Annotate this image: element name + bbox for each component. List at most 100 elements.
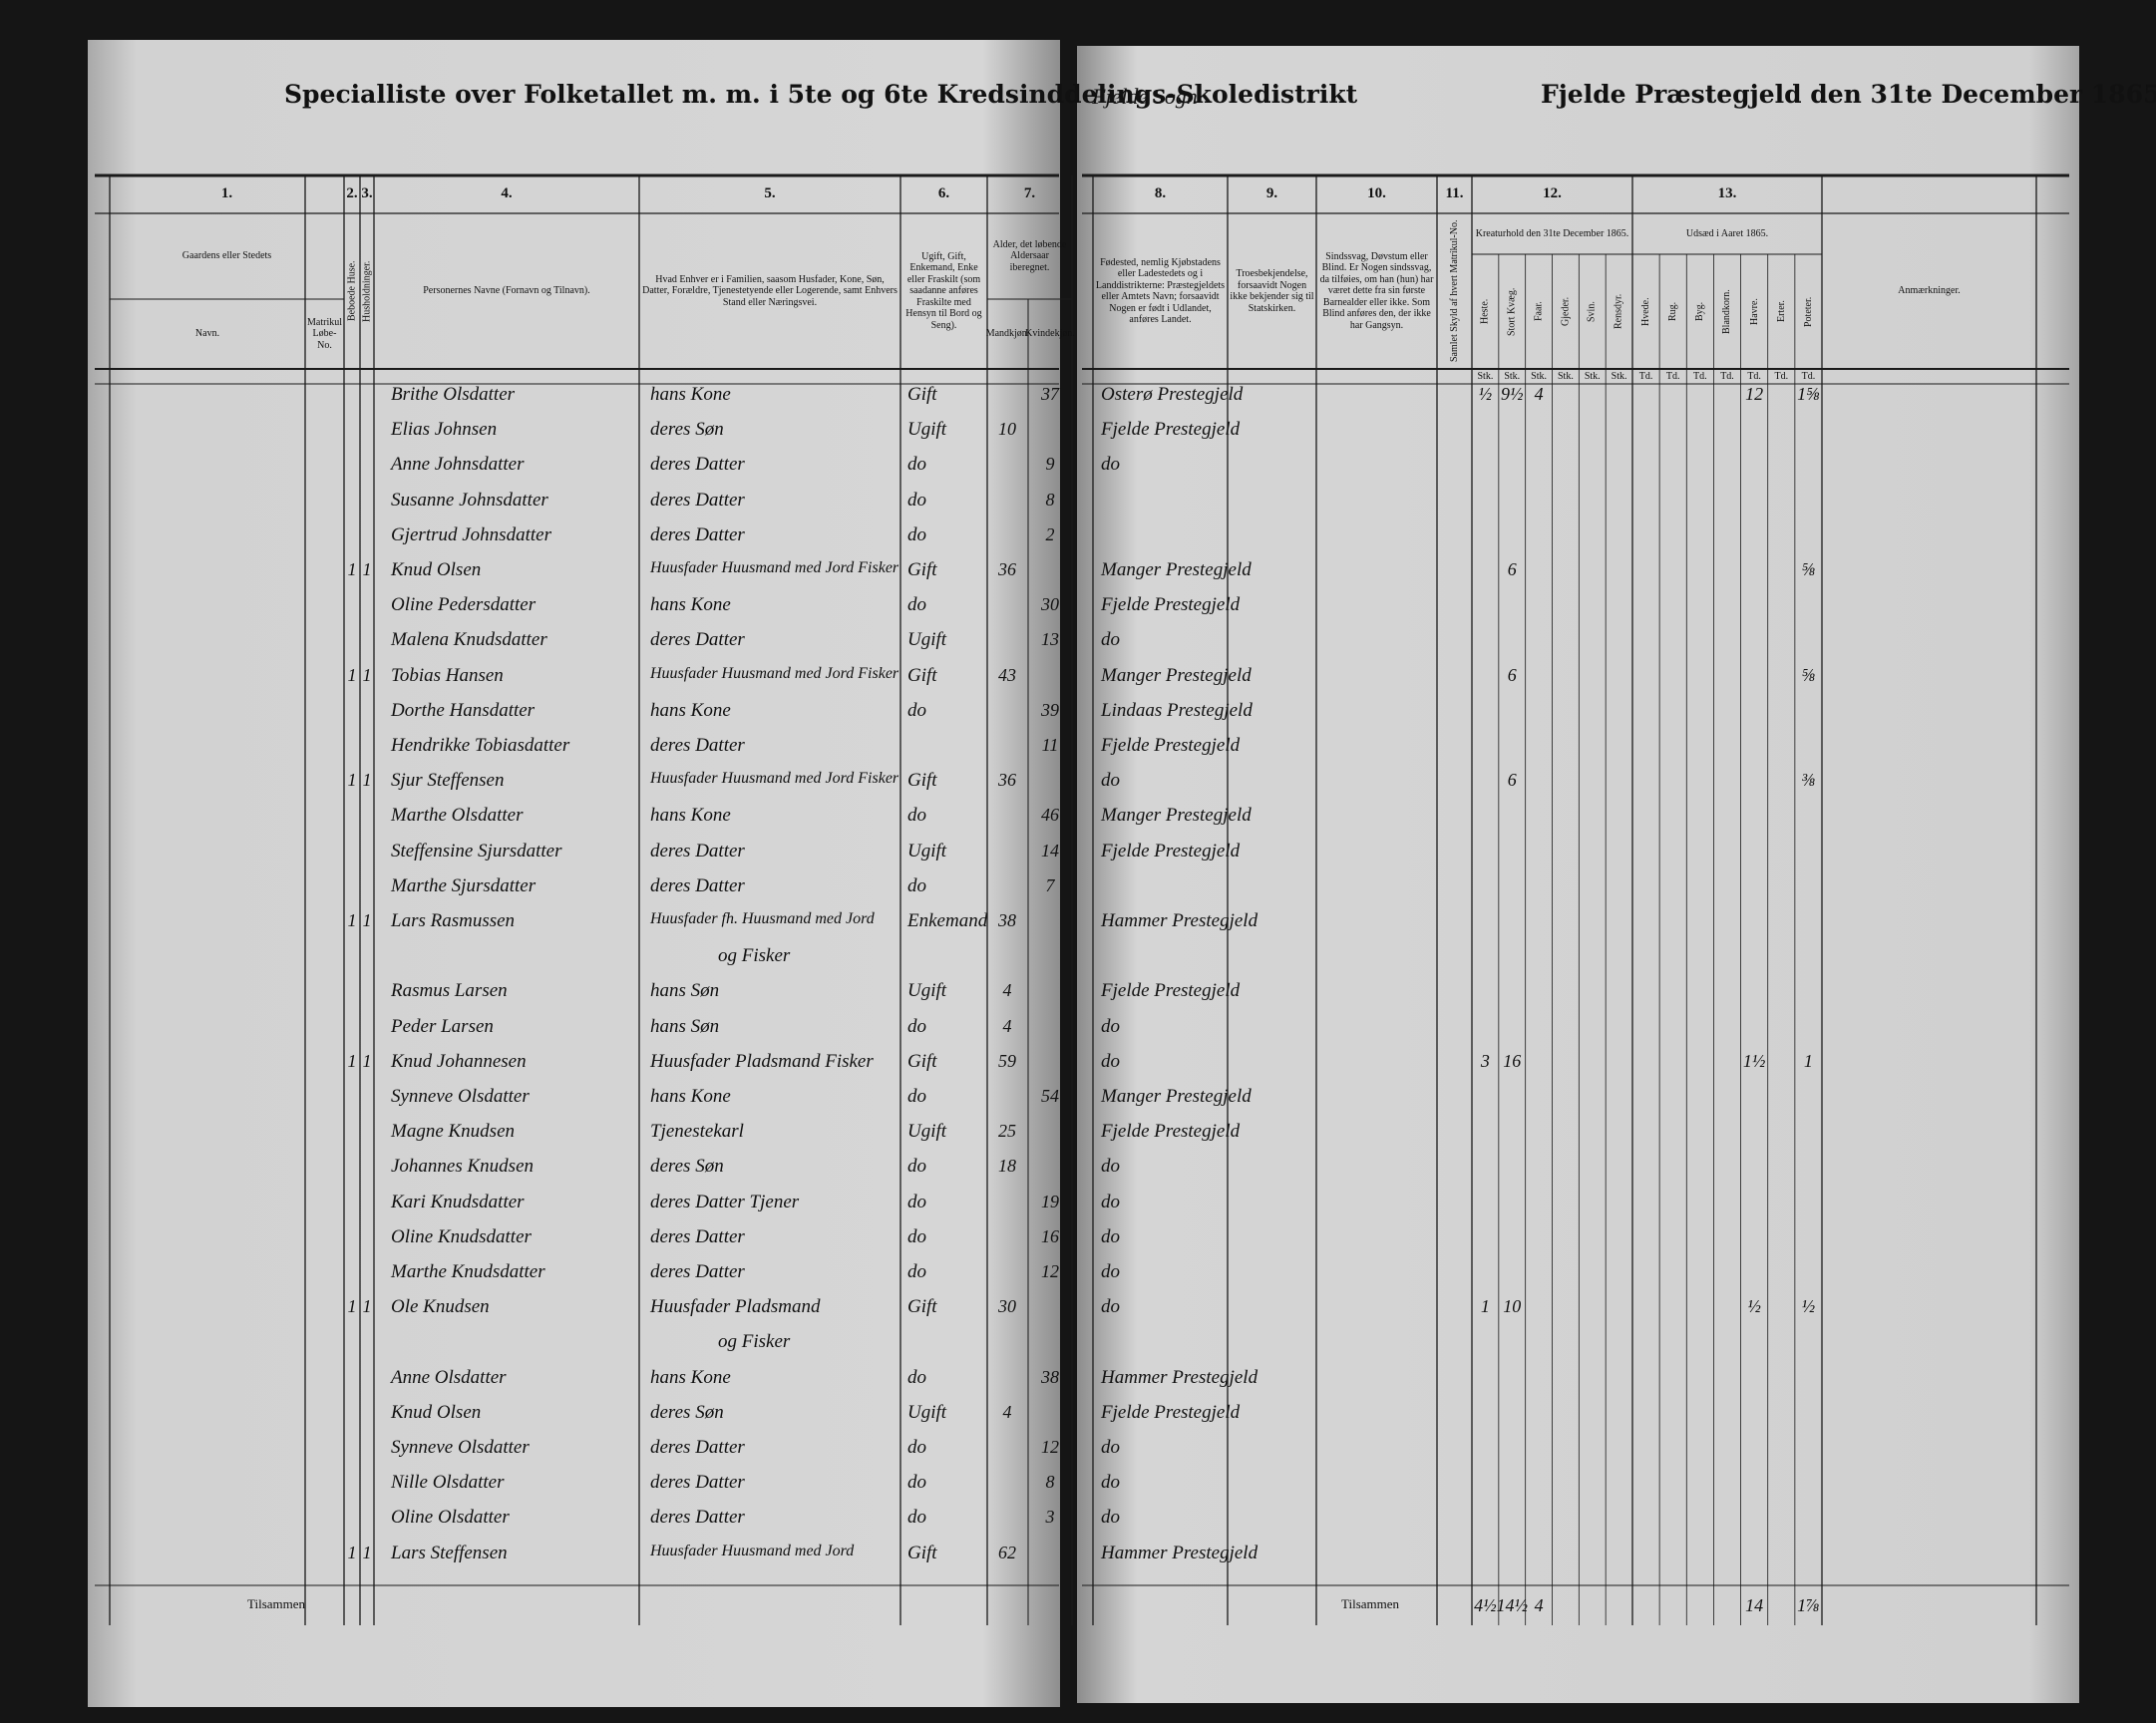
family-position: Huusfader Huusmand med Jord Fisker	[650, 559, 899, 576]
column-header: 5.	[764, 185, 776, 202]
person-name: Marthe Sjursdatter	[391, 874, 537, 896]
column-header: Stk.	[1557, 370, 1574, 382]
right-page	[1077, 46, 2079, 1703]
family-position: hans Kone	[650, 384, 731, 405]
column-header: Anmærkninger.	[1898, 285, 1961, 297]
person-name: Gjertrud Johnsdatter	[391, 523, 551, 545]
marital-status: do	[907, 1015, 926, 1037]
column-header: Kreaturhold den 31te December 1865.	[1475, 227, 1629, 239]
marital-status: do	[907, 1472, 926, 1494]
marital-status: Gift	[907, 1296, 937, 1318]
marital-status: do	[907, 1507, 926, 1529]
column-header: Stk.	[1477, 370, 1494, 382]
household-mark: 1	[362, 1296, 372, 1317]
marital-status: Ugift	[907, 1401, 947, 1423]
oats: 14	[1745, 1595, 1764, 1615]
birthplace: Fjelde Prestegjeld	[1101, 419, 1241, 441]
marital-status: do	[907, 1156, 926, 1178]
column-header: 13.	[1717, 185, 1737, 202]
column-header: Alder, det løbende Aldersaar iberegnet.	[992, 238, 1067, 273]
age-male: 30	[998, 1296, 1016, 1317]
age-female: 3	[1045, 1507, 1055, 1528]
cattle: 6	[1507, 770, 1517, 791]
person-name: Steffensine Sjursdatter	[391, 840, 562, 862]
sheep: 4	[1534, 1595, 1544, 1615]
family-position: deres Søn	[650, 1156, 724, 1178]
horses: ½	[1478, 384, 1493, 404]
family-position: deres Datter	[650, 523, 745, 545]
age-female: 54	[1041, 1086, 1059, 1106]
age-female: 12	[1041, 1261, 1059, 1281]
household-mark: 1	[362, 664, 372, 685]
age-female: 2	[1045, 523, 1055, 544]
cattle: 9½	[1501, 384, 1524, 404]
column-header: Td.	[1665, 370, 1680, 382]
marital-status: do	[907, 594, 926, 616]
oats: ½	[1747, 1296, 1761, 1317]
potatoes: 1⅞	[1797, 1595, 1820, 1615]
column-header: Udsæd i Aaret 1865.	[1685, 227, 1769, 239]
column-header: Rensdyr.	[1613, 293, 1624, 330]
column-header: Poteter.	[1802, 296, 1814, 327]
person-name: Hendrikke Tobiasdatter	[391, 735, 570, 756]
column-header: Hvad Enhver er i Familien, saasom Husfad…	[642, 273, 898, 308]
column-header: Td.	[1720, 370, 1734, 382]
person-name: Nille Olsdatter	[391, 1472, 505, 1494]
family-position: deres Datter Tjener	[650, 1191, 800, 1212]
house-mark: 1	[347, 910, 357, 930]
person-name: Oline Pedersdatter	[391, 594, 537, 616]
age-male: 36	[998, 559, 1016, 579]
column-header: Stk.	[1531, 370, 1547, 382]
house-mark: 1	[347, 770, 357, 791]
age-female: 13	[1041, 629, 1059, 650]
age-female: 11	[1041, 735, 1059, 755]
age-female: 37	[1041, 384, 1059, 404]
family-position-continued: og Fisker	[718, 1331, 791, 1353]
family-position: hans Kone	[650, 805, 731, 827]
column-header: 2.	[346, 185, 358, 202]
column-header: Td.	[1747, 370, 1761, 382]
age-male: 4	[1002, 980, 1012, 1001]
cattle: 16	[1503, 1050, 1522, 1071]
family-position: hans Søn	[650, 980, 720, 1002]
birthplace: Manger Prestegjeld	[1101, 1086, 1252, 1107]
person-name: Oline Olsdatter	[391, 1507, 510, 1529]
birthplace: Hammer Prestegjeld	[1101, 910, 1258, 931]
family-position: hans Søn	[650, 1015, 720, 1037]
marital-status: do	[907, 454, 926, 476]
horses: 1	[1480, 1296, 1490, 1317]
marital-status: do	[907, 1261, 926, 1282]
potatoes: 1	[1803, 1050, 1813, 1071]
household-mark: 1	[362, 1050, 372, 1071]
family-position: deres Datter	[650, 874, 745, 896]
column-header: Ugift, Gift, Enkemand, Enke eller Fraski…	[905, 250, 982, 331]
column-header: Stk.	[1504, 370, 1521, 382]
birthplace: do	[1101, 1296, 1120, 1318]
age-male: 62	[998, 1542, 1016, 1562]
column-header: 11.	[1445, 185, 1464, 202]
birthplace: Fjelde Prestegjeld	[1101, 735, 1241, 756]
family-position: deres Søn	[650, 419, 724, 441]
person-name: Knud Olsen	[391, 559, 482, 580]
birthplace: Fjelde Prestegjeld	[1101, 840, 1241, 862]
person-name: Elias Johnsen	[391, 419, 498, 441]
birthplace: Osterø Prestegjeld	[1101, 384, 1244, 405]
marital-status: do	[907, 805, 926, 827]
family-position: deres Søn	[650, 1401, 724, 1423]
potatoes: ½	[1801, 1296, 1816, 1317]
age-female: 9	[1045, 454, 1055, 475]
household-mark: 1	[362, 559, 372, 579]
marital-status: do	[907, 699, 926, 721]
column-header: Stk.	[1584, 370, 1601, 382]
family-position: deres Datter	[650, 1261, 745, 1282]
column-header: Beboede Huse.	[346, 260, 358, 322]
marital-status: do	[907, 523, 926, 545]
person-name: Oline Knudsdatter	[391, 1225, 532, 1247]
family-position: deres Datter	[650, 1225, 745, 1247]
family-position: Huusfader Huusmand med Jord	[650, 1542, 855, 1559]
column-header: 8.	[1154, 185, 1167, 202]
family-position: deres Datter	[650, 1507, 745, 1529]
person-name: Tobias Hansen	[391, 664, 504, 686]
birthplace: do	[1101, 1472, 1120, 1494]
